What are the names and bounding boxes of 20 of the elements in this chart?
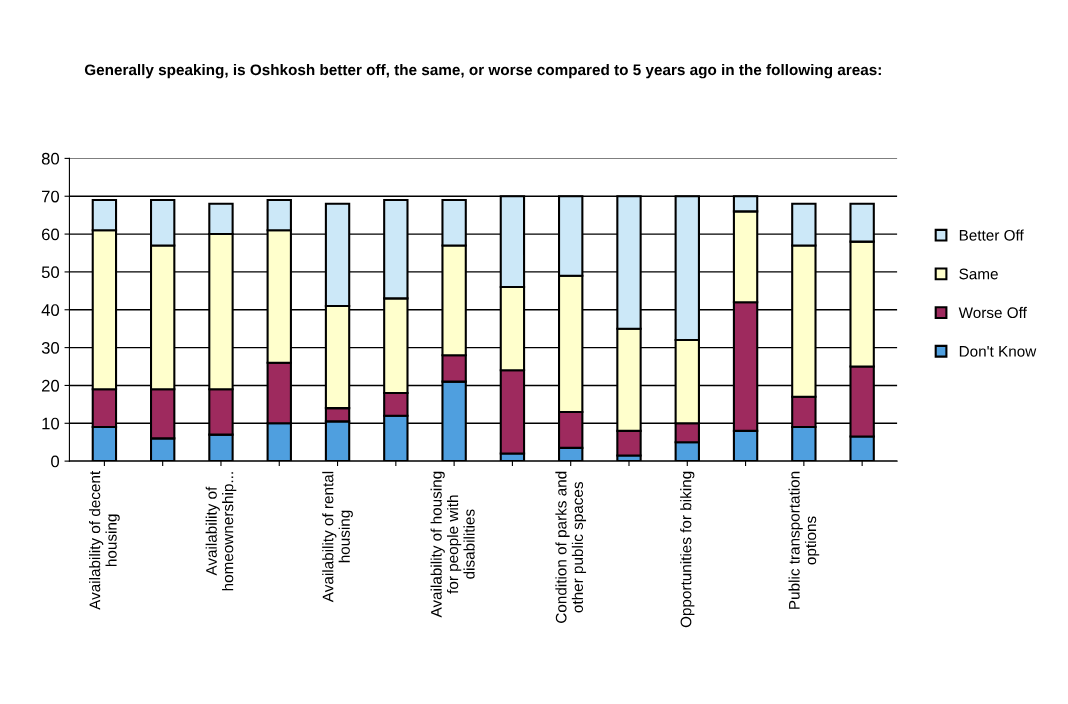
x-tick-label: Availability of decent housing (89, 470, 120, 610)
chart-title: Generally speaking, is Oshkosh better off, the same, or worse compared to 5 years ago in the following areas: (84, 64, 881, 79)
y-tick-label: 10 (42, 417, 60, 430)
legend-label: Same (959, 268, 998, 280)
y-tick-label: 60 (42, 228, 60, 241)
y-tick-label: 40 (41, 304, 60, 316)
x-tick-label: Availability of rental housing (322, 471, 353, 603)
x-tick-label: Availability of homeownership... (205, 472, 237, 591)
legend-label: Worse Off (958, 306, 1027, 319)
y-tick-label: 20 (42, 379, 60, 392)
legend-label: Better Off (959, 229, 1024, 241)
y-tick-label: 80 (41, 152, 60, 165)
y-tick-label: 50 (41, 266, 60, 279)
legend-label: Don't Know (959, 346, 1037, 357)
x-tick-label: Opportunities for biking (680, 471, 695, 628)
y-tick-label: 0 (51, 455, 60, 468)
y-tick-label: 70 (42, 190, 60, 203)
x-tick-label: Public transportation options (788, 471, 820, 609)
y-tick-label: 30 (41, 342, 60, 354)
x-tick-label: Availability of housing for people with disabilities (430, 471, 475, 618)
